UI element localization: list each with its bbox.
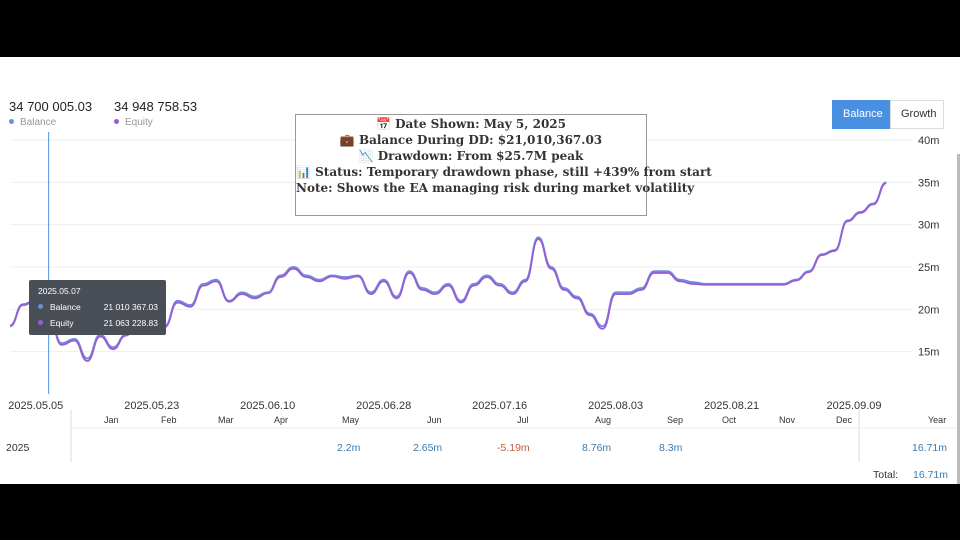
tooltip-date: 2025.05.07 [38, 286, 81, 296]
x-tick-label: 2025.06.10 [240, 400, 295, 412]
equity-stat-label: Equity [114, 117, 197, 128]
year-total-value: 16.71m [912, 442, 948, 454]
view-toggle: Balance Growth [832, 100, 944, 129]
month-header-may: May [342, 415, 360, 425]
tooltip-balance-label: Balance [50, 302, 81, 312]
tooltip-equity-row: Equity 21 063 228.83 [38, 318, 158, 328]
x-tick-label: 2025.08.03 [588, 400, 643, 412]
x-tick-label: 2025.05.05 [8, 400, 63, 412]
growth-toggle-button[interactable]: Growth [890, 100, 944, 129]
note-comment-line: Note: Shows the EA managing risk during … [296, 181, 695, 195]
month-value-jul: -5.19m [497, 442, 530, 454]
y-tick-label: 40m [918, 135, 939, 147]
month-header-dec: Dec [836, 415, 853, 425]
year-row-label: 2025 [6, 442, 30, 454]
y-tick-label: 20m [918, 304, 939, 316]
x-tick-label: 2025.08.21 [704, 400, 759, 412]
balance-chart[interactable]: 15m 20m 25m 30m 35m 40m 2025.05.05 2025.05.23 20… [0, 57, 960, 417]
y-tick-label: 35m [918, 177, 939, 189]
month-header-jan: Jan [104, 415, 119, 425]
month-header-feb: Feb [161, 415, 177, 425]
chart-frame: 34 700 005.03 Balance 34 948 758.53 Equi… [0, 57, 960, 484]
balance-stat: 34 700 005.03 Balance [9, 99, 92, 128]
note-status-line: 📊 Status: Temporary drawdown phase, stil… [296, 165, 712, 179]
month-header-sep: Sep [667, 415, 684, 425]
tooltip-balance-value: 21 010 367.03 [103, 302, 158, 312]
balance-stat-label: Balance [9, 117, 92, 128]
month-header-jun: Jun [427, 415, 442, 425]
month-value-may: 2.2m [337, 442, 361, 454]
month-header-apr: Apr [274, 415, 289, 425]
equity-stat-value: 34 948 758.53 [114, 99, 198, 114]
x-tick-label: 2025.09.09 [826, 400, 881, 412]
month-value-jun: 2.65m [413, 442, 443, 454]
total-label: Total: [873, 469, 899, 481]
x-tick-label: 2025.06.28 [356, 400, 411, 412]
balance-stat-value: 34 700 005.03 [9, 99, 93, 114]
total-value: 16.71m [913, 469, 949, 481]
year-header: Year [928, 415, 947, 425]
tooltip-balance-row: Balance 21 010 367.03 [38, 302, 158, 312]
y-tick-label: 25m [918, 262, 939, 274]
month-header-aug: Aug [595, 415, 612, 425]
y-tick-label: 15m [918, 347, 939, 359]
month-header-jul: Jul [517, 415, 529, 425]
x-tick-label: 2025.05.23 [124, 400, 179, 412]
month-header-oct: Oct [722, 415, 737, 425]
month-header-nov: Nov [779, 415, 796, 425]
table-dividers [70, 410, 960, 462]
month-value-sep: 8.3m [659, 442, 683, 454]
monthly-returns-table: Jan Feb Mar Apr May Jun Jul Aug Sep Oct … [0, 410, 960, 462]
month-value-aug: 8.76m [582, 442, 612, 454]
note-balance-line: 💼 Balance During DD: $21,010,367.03 [339, 133, 603, 147]
chart-tooltip: 2025.05.07 Balance 21 010 367.03 Equity … [29, 280, 166, 335]
equity-stat: 34 948 758.53 Equity [114, 99, 197, 128]
scrollbar[interactable] [957, 154, 960, 484]
y-tick-label: 30m [918, 220, 939, 232]
tooltip-equity-label: Equity [50, 318, 74, 328]
annotation-box: 📅 Date Shown: May 5, 2025 💼 Balance Duri… [295, 114, 712, 216]
equity-dot-icon [38, 320, 43, 325]
tooltip-equity-value: 21 063 228.83 [103, 318, 158, 328]
x-tick-label: 2025.07.16 [472, 400, 527, 412]
balance-dot-icon [38, 304, 43, 309]
month-header-mar: Mar [218, 415, 234, 425]
note-date-line: 📅 Date Shown: May 5, 2025 [375, 117, 567, 131]
note-drawdown-line: 📉 Drawdown: From $25.7M peak [358, 149, 584, 163]
balance-toggle-button[interactable]: Balance [832, 100, 890, 129]
